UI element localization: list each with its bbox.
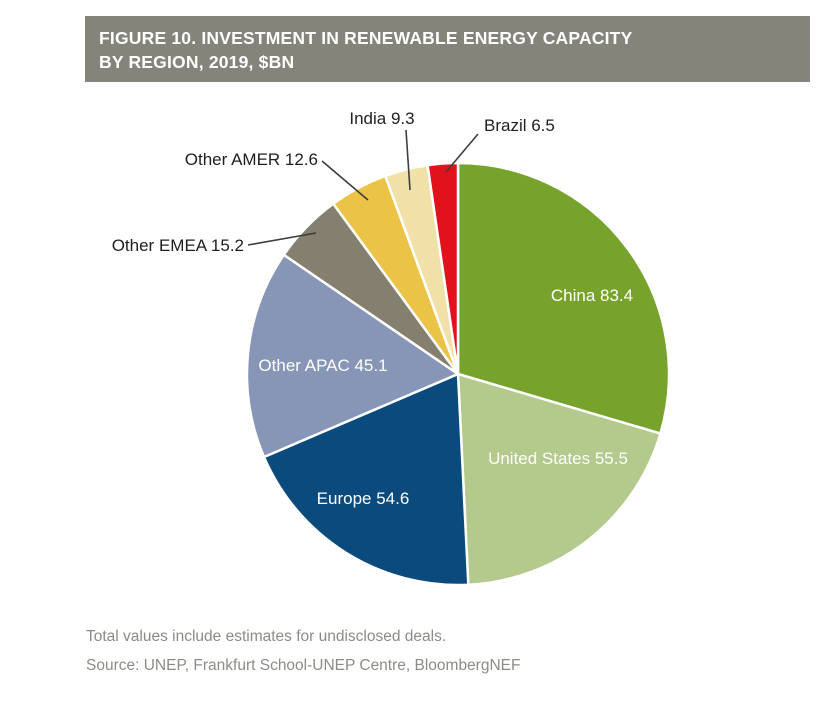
leader-line-other-emea xyxy=(247,232,317,246)
pie-slice-brazil xyxy=(426,161,460,376)
figure-title-line-2: BY REGION, 2019, $BN xyxy=(99,52,295,72)
pie-label-india: India 9.3 xyxy=(349,109,414,128)
leader-line-other-amer xyxy=(321,160,369,201)
figure-title-line-1: FIGURE 10. INVESTMENT IN RENEWABLE ENERG… xyxy=(99,28,633,48)
source-line: Source: UNEP, Frankfurt School-UNEP Cent… xyxy=(86,657,521,674)
pie-label-other-emea: Other EMEA 15.2 xyxy=(112,236,244,255)
pie-label-europe: Europe 54.6 xyxy=(317,489,410,508)
leader-line-india xyxy=(405,129,411,191)
pie-label-brazil: Brazil 6.5 xyxy=(484,116,555,135)
pie-label-other-amer: Other AMER 12.6 xyxy=(185,150,318,169)
pie-label-other-apac: Other APAC 45.1 xyxy=(258,356,387,375)
pie-slice-europe xyxy=(262,372,470,587)
pie-slice-united-states xyxy=(456,372,662,586)
leader-line-brazil xyxy=(445,133,479,173)
figure-footer: Total values include estimates for undis… xyxy=(86,622,786,680)
footnote: Total values include estimates for undis… xyxy=(86,628,447,645)
pie-slice-china xyxy=(456,161,671,435)
figure-title-banner: FIGURE 10. INVESTMENT IN RENEWABLE ENERG… xyxy=(85,16,810,82)
pie-label-china: China 83.4 xyxy=(551,286,633,305)
pie-label-united-states: United States 55.5 xyxy=(488,449,628,468)
pie-slice-other-apac xyxy=(245,253,460,459)
